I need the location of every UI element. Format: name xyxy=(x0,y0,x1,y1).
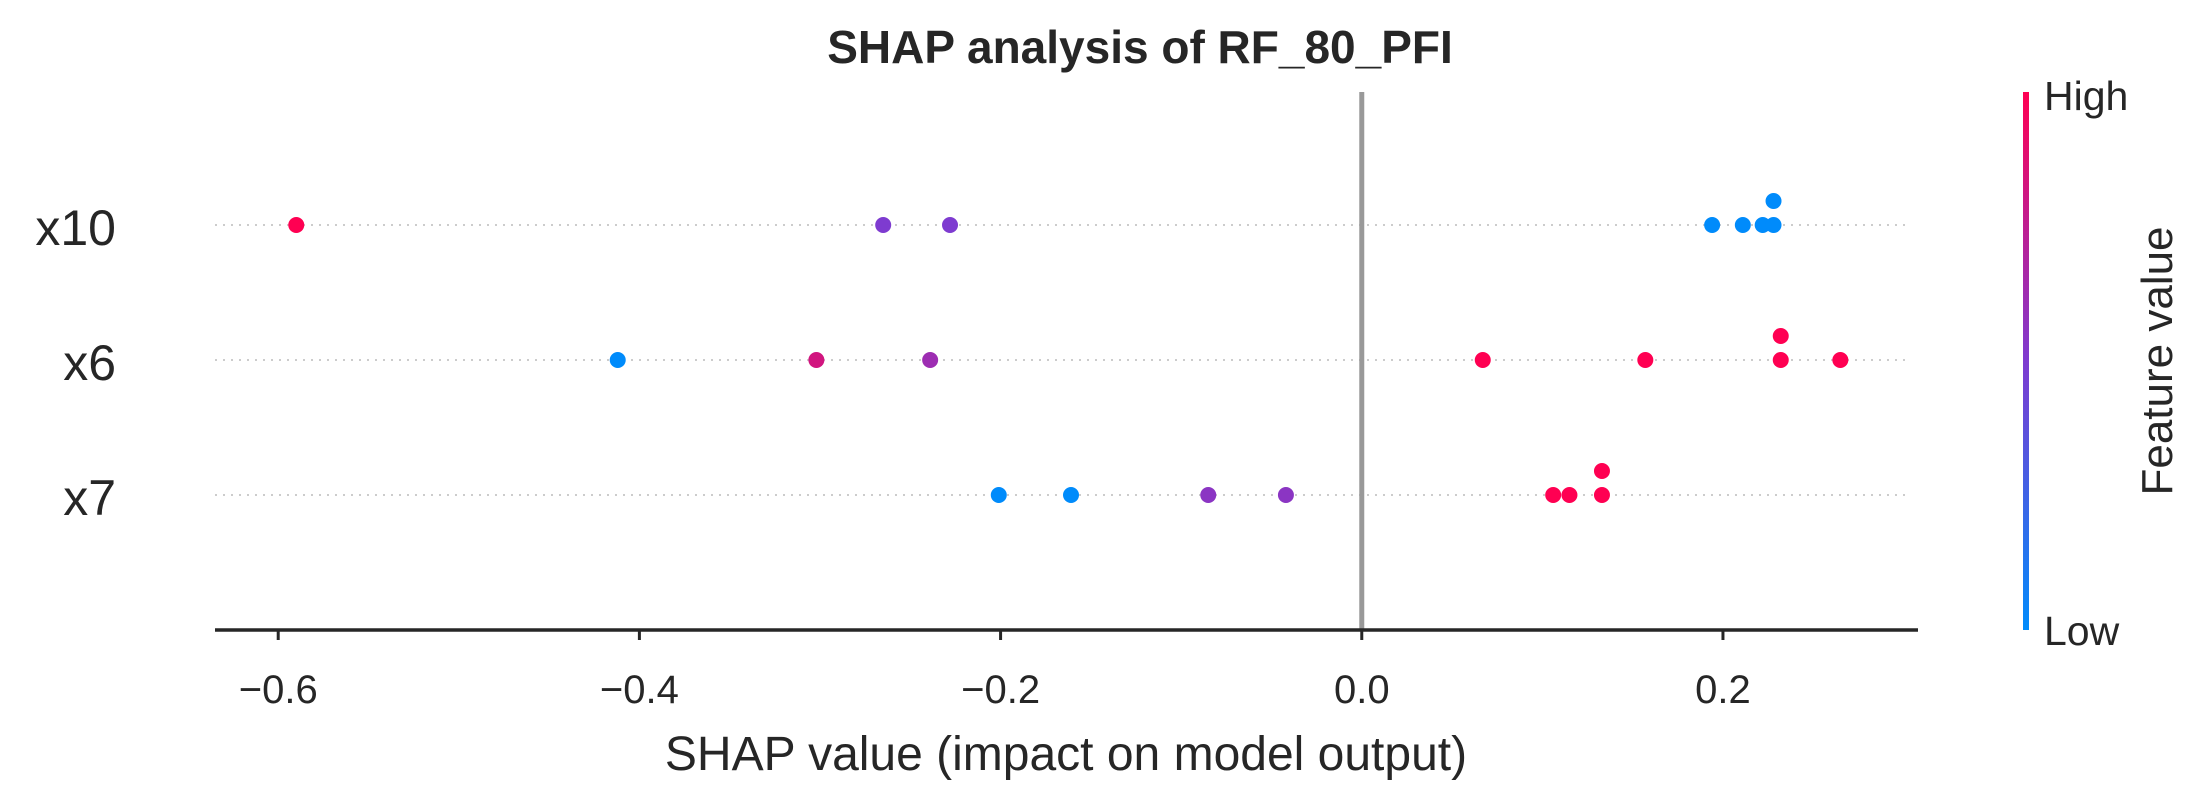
shap-dot-x7-5 xyxy=(1561,487,1578,503)
feature-label-x7: x7 xyxy=(63,470,116,526)
shap-dot-x6-0 xyxy=(609,352,626,368)
x-tick-label: 0.2 xyxy=(1695,668,1751,712)
shap-dot-x6-7 xyxy=(1832,352,1849,368)
shap-dot-x7-4 xyxy=(1545,487,1562,503)
shap-dot-x6-1 xyxy=(808,352,825,368)
feature-label-x10: x10 xyxy=(35,200,116,256)
x-axis-ticks: −0.6 −0.4 −0.2 0.0 0.2 xyxy=(239,630,1751,712)
shap-dot-x7-6 xyxy=(1593,487,1610,503)
shap-dot-x6-4 xyxy=(1637,352,1654,368)
shap-dot-x10-4 xyxy=(1734,217,1751,233)
shap-dot-x6-2 xyxy=(922,352,939,368)
shap-dot-x10-1 xyxy=(875,217,892,233)
shap-dot-x10-0 xyxy=(288,217,305,233)
shap-dot-x6-3 xyxy=(1474,352,1491,368)
shap-dot-x7-3 xyxy=(1277,487,1294,503)
x-tick-label: −0.6 xyxy=(239,668,318,712)
shap-dot-x6-5 xyxy=(1772,352,1789,368)
x-tick-label: 0.0 xyxy=(1334,668,1390,712)
x-tick-label: −0.2 xyxy=(961,668,1040,712)
chart-title: SHAP analysis of RF_80_PFI xyxy=(827,21,1453,73)
x-tick-label: −0.4 xyxy=(600,668,679,712)
feature-labels: x10 x6 x7 xyxy=(35,200,116,526)
colorbar-gradient xyxy=(2023,92,2029,630)
x-axis-label: SHAP value (impact on model output) xyxy=(665,728,1467,781)
shap-dot-x10-6 xyxy=(1765,217,1782,233)
colorbar-title: Feature value xyxy=(2133,226,2182,495)
colorbar: High Low Feature value xyxy=(2023,73,2182,654)
feature-guide-lines xyxy=(215,224,1910,496)
shap-dots xyxy=(288,193,1849,503)
shap-dot-x10-3 xyxy=(1704,217,1721,233)
feature-label-x6: x6 xyxy=(63,335,116,391)
shap-dot-x10-2 xyxy=(942,217,959,233)
colorbar-high-label: High xyxy=(2044,73,2128,119)
shap-dot-x7-2 xyxy=(1200,487,1217,503)
colorbar-low-label: Low xyxy=(2044,608,2120,654)
shap-dot-x7-7 xyxy=(1593,463,1610,479)
shap-dot-x7-1 xyxy=(1063,487,1080,503)
shap-dot-x6-6 xyxy=(1772,328,1789,344)
shap-dot-x10-7 xyxy=(1765,193,1782,209)
shap-dot-x7-0 xyxy=(990,487,1007,503)
